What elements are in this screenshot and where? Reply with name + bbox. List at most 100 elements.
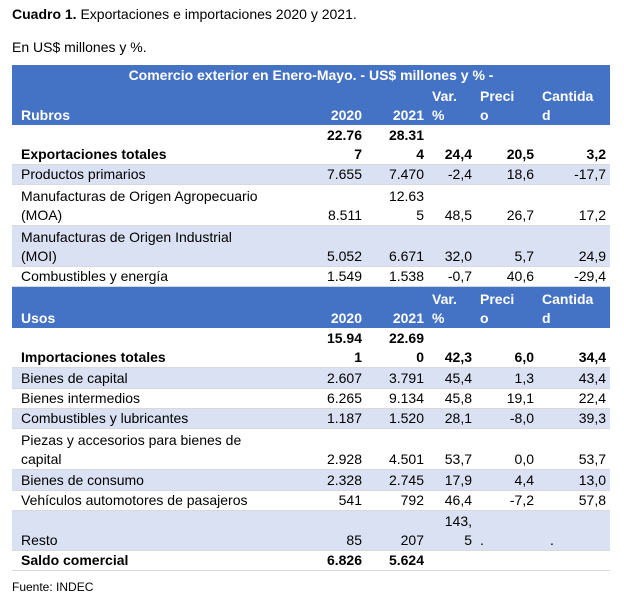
row-label: Manufacturas de Origen Agropecuario (MOA… [21,188,258,223]
row-label: Resto [21,532,58,548]
row-2020: 2.607 [326,370,362,386]
row-label: Productos primarios [21,166,146,182]
row-var: -0,7 [447,268,472,284]
row-cantidad: -17,7 [574,166,606,182]
row-label: Bienes de consumo [21,472,144,488]
row-2020: 5.052 [326,248,362,264]
row-2021: 4.501 [388,451,424,467]
header-2021: 2021 [392,107,424,123]
row-2021: 6.671 [388,248,424,264]
table-title: Comercio exterior en Enero-Mayo. - US$ m… [128,66,494,83]
row-label: Vehículos automotores de pasajeros [21,492,248,508]
export-header-row: Rubros 2020 2021 Var. % Preci o Cantida … [12,85,610,125]
row-2020: 85 [346,532,362,548]
header-2021: 2021 [392,310,424,326]
row-var: -2,4 [447,166,472,182]
row-cantidad: 57,8 [578,492,606,508]
import-total-var: 42,3 [444,349,472,365]
header-precio: Preci o [480,88,515,123]
row-2020: 2.328 [326,472,362,488]
row-precio: 0,0 [514,451,534,467]
row-2021: 9.134 [388,390,424,406]
balance-label: Saldo comercial [21,552,129,568]
row-precio: 40,6 [506,268,534,284]
row-precio: 1,3 [514,370,534,386]
export-total-label: Exportaciones totales [21,146,167,162]
header-usos: Usos [21,310,56,326]
header-var: Var. % [432,291,457,326]
import-total-2021: 22.69 0 [388,330,424,365]
row-precio: -7,2 [509,492,534,508]
import-total-2020: 15.94 1 [326,330,362,365]
export-total-precio: 20,5 [506,146,534,162]
row-2021: 3.791 [388,370,424,386]
table-row: Vehículos automotores de pasajeros 541 7… [12,491,610,511]
table-row: Combustibles y lubricantes 1.187 1.520 2… [12,409,610,429]
export-total-cantidad: 3,2 [586,146,606,162]
balance-2020: 6.826 [326,552,362,568]
row-cantidad: -29,4 [574,268,606,284]
import-header-row: Usos 2020 2021 Var. % Preci o Cantida d [12,287,610,328]
row-2020: 7.655 [326,166,362,182]
export-total-2021: 28.31 4 [388,127,424,162]
header-cantidad: Cantida d [542,291,594,326]
row-precio: -8,0 [509,410,534,426]
source-note: Fuente: INDEC [12,580,94,594]
row-var: 32,0 [444,248,472,264]
row-label: Piezas y accesorios para bienes de capit… [21,432,242,467]
row-2020: 1.549 [326,268,362,284]
row-label: Combustibles y energía [21,268,169,284]
row-label: Manufacturas de Origen Industrial (MOI) [21,229,232,264]
row-2021: 207 [400,532,424,548]
row-2021: 2.745 [388,472,424,488]
row-cantidad: 17,2 [578,207,606,223]
row-var: 45,8 [444,390,472,406]
header-var: Var. % [432,88,457,123]
table-row: Manufacturas de Origen Industrial (MOI) … [12,226,610,267]
table-row: Bienes de capital 2.607 3.791 45,4 1,3 4… [12,368,610,389]
caption-text: Exportaciones e importaciones 2020 y 202… [76,6,357,22]
row-2021: 7.470 [388,166,424,182]
row-precio: 5,7 [514,248,534,264]
header-rubros: Rubros [21,107,70,123]
table-caption: Cuadro 1. Exportaciones e importaciones … [12,6,357,22]
header-2020: 2020 [330,310,362,326]
row-precio: . [480,532,484,548]
row-2020: 6.265 [326,390,362,406]
import-total-precio: 6,0 [514,349,534,365]
row-cantidad: . [550,532,554,548]
row-var: 17,9 [444,472,472,488]
import-total-cantidad: 34,4 [578,349,606,365]
row-2020: 1.187 [326,410,362,426]
balance-row: Saldo comercial 6.826 5.624 [12,551,610,571]
row-precio: 26,7 [506,207,534,223]
header-cantidad: Cantida d [542,88,594,123]
row-label: Combustibles y lubricantes [21,410,189,426]
row-2021: 1.538 [388,268,424,284]
row-cantidad: 53,7 [578,451,606,467]
row-2021: 1.520 [388,410,424,426]
export-total-var: 24,4 [444,146,472,162]
row-cantidad: 22,4 [578,390,606,406]
balance-2021: 5.624 [388,552,424,568]
caption-label: Cuadro 1. [12,6,77,22]
row-cantidad: 24,9 [578,248,606,264]
table-row: Manufacturas de Origen Agropecuario (MOA… [12,185,610,226]
row-var: 46,4 [444,492,472,508]
table-row: Bienes de consumo 2.328 2.745 17,9 4,4 1… [12,470,610,491]
table-subtitle: En US$ millones y %. [12,39,147,55]
row-2020: 2.928 [326,451,362,467]
table-row: Bienes intermedios 6.265 9.134 45,8 19,1… [12,389,610,409]
table-row: Resto 85 207 143, 5 . . [12,511,610,551]
import-total-row: Importaciones totales 15.94 1 22.69 0 42… [12,328,610,368]
row-precio: 4,4 [514,472,534,488]
row-2020: 541 [338,492,362,508]
export-total-row: Exportaciones totales 22.76 7 28.31 4 24… [12,125,610,165]
row-var: 45,4 [444,370,472,386]
row-precio: 19,1 [506,390,534,406]
header-precio: Preci o [480,291,515,326]
table-row: Piezas y accesorios para bienes de capit… [12,429,610,470]
import-total-label: Importaciones totales [21,349,166,365]
row-2021: 792 [400,492,424,508]
header-2020: 2020 [330,107,362,123]
